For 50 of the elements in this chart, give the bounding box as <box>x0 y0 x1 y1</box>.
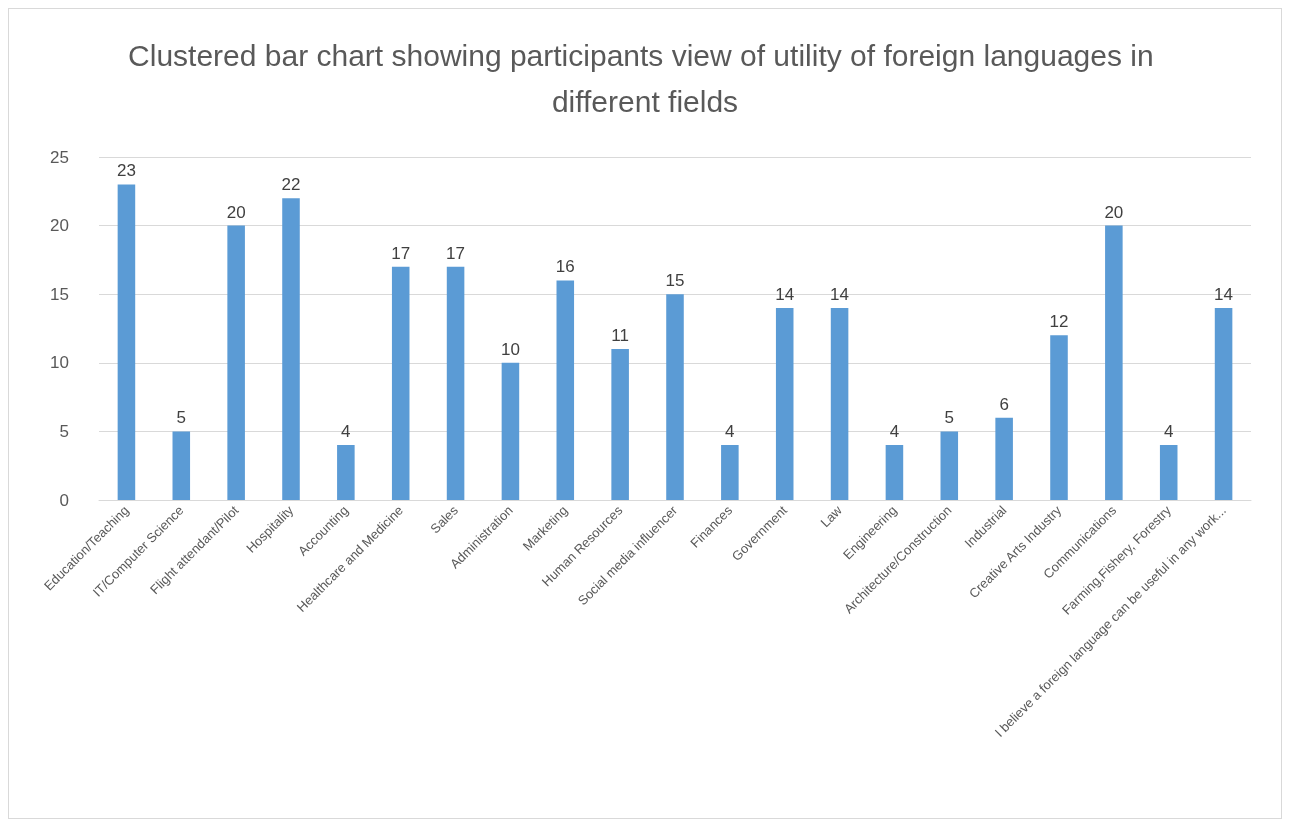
y-tick-label: 0 <box>59 490 69 510</box>
bar <box>391 266 410 500</box>
data-label: 4 <box>341 422 351 442</box>
data-label: 4 <box>725 422 735 442</box>
bar <box>501 362 520 500</box>
data-label: 5 <box>176 408 187 428</box>
y-tick-label: 15 <box>50 284 69 304</box>
data-label: 14 <box>775 284 795 304</box>
bar <box>666 294 684 500</box>
bar <box>885 445 904 500</box>
bar <box>282 198 300 500</box>
data-label: 14 <box>1214 284 1234 304</box>
data-label: 4 <box>889 422 900 442</box>
chart-title: Clustered bar chart showing participants view of utility of foreign languages in different fields <box>128 38 1162 118</box>
data-label: 6 <box>999 394 1009 414</box>
data-label: 20 <box>226 202 246 222</box>
data-label: 16 <box>555 257 575 277</box>
bar <box>446 266 465 500</box>
bar <box>337 445 355 500</box>
bar <box>1105 225 1123 500</box>
bar <box>995 417 1013 500</box>
bar <box>556 280 575 500</box>
data-label: 22 <box>281 175 301 195</box>
bar <box>775 307 794 500</box>
bar <box>1214 307 1233 500</box>
data-label: 5 <box>944 408 955 428</box>
bar <box>172 431 191 500</box>
bar <box>227 225 245 500</box>
data-label: 20 <box>1104 202 1124 222</box>
data-label: 17 <box>391 243 411 263</box>
data-label: 17 <box>446 243 466 263</box>
y-tick-label: 5 <box>59 421 69 441</box>
y-tick-label: 25 <box>50 147 69 167</box>
bar <box>117 184 136 500</box>
y-tick-label: 20 <box>50 216 69 236</box>
y-tick-label: 10 <box>50 353 69 373</box>
x-tick-label: Law <box>817 502 846 531</box>
bar <box>830 307 849 500</box>
bar <box>721 445 739 500</box>
data-label: 23 <box>116 161 136 181</box>
bar <box>1050 335 1068 500</box>
data-label: 4 <box>1163 422 1174 442</box>
data-label: 14 <box>830 284 850 304</box>
data-label: 12 <box>1049 312 1069 332</box>
bar <box>940 431 959 500</box>
data-label: 15 <box>665 271 685 291</box>
bar <box>1159 445 1178 500</box>
data-label: 11 <box>611 326 629 346</box>
bar <box>611 349 629 500</box>
data-label: 10 <box>500 339 520 359</box>
